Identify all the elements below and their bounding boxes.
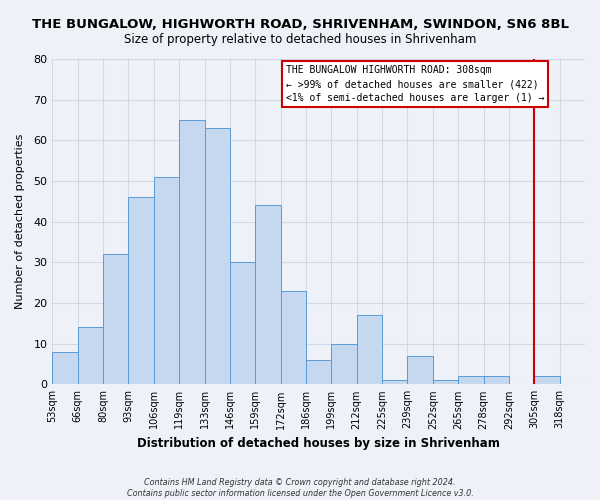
- Bar: [128, 198, 154, 384]
- Bar: [433, 380, 458, 384]
- Bar: [52, 352, 77, 384]
- Bar: [255, 206, 281, 384]
- Bar: [357, 315, 382, 384]
- Text: Size of property relative to detached houses in Shrivenham: Size of property relative to detached ho…: [124, 32, 476, 46]
- Bar: [534, 376, 560, 384]
- Bar: [103, 254, 128, 384]
- Bar: [458, 376, 484, 384]
- Bar: [205, 128, 230, 384]
- X-axis label: Distribution of detached houses by size in Shrivenham: Distribution of detached houses by size …: [137, 437, 500, 450]
- Bar: [484, 376, 509, 384]
- Bar: [331, 344, 357, 384]
- Bar: [306, 360, 331, 384]
- Bar: [230, 262, 255, 384]
- Text: Contains HM Land Registry data © Crown copyright and database right 2024.
Contai: Contains HM Land Registry data © Crown c…: [127, 478, 473, 498]
- Text: THE BUNGALOW, HIGHWORTH ROAD, SHRIVENHAM, SWINDON, SN6 8BL: THE BUNGALOW, HIGHWORTH ROAD, SHRIVENHAM…: [32, 18, 569, 30]
- Bar: [77, 328, 103, 384]
- Bar: [179, 120, 205, 384]
- Bar: [382, 380, 407, 384]
- Bar: [154, 177, 179, 384]
- Bar: [407, 356, 433, 384]
- Text: THE BUNGALOW HIGHWORTH ROAD: 308sqm
← >99% of detached houses are smaller (422)
: THE BUNGALOW HIGHWORTH ROAD: 308sqm ← >9…: [286, 65, 544, 103]
- Y-axis label: Number of detached properties: Number of detached properties: [15, 134, 25, 310]
- Bar: [281, 291, 306, 384]
